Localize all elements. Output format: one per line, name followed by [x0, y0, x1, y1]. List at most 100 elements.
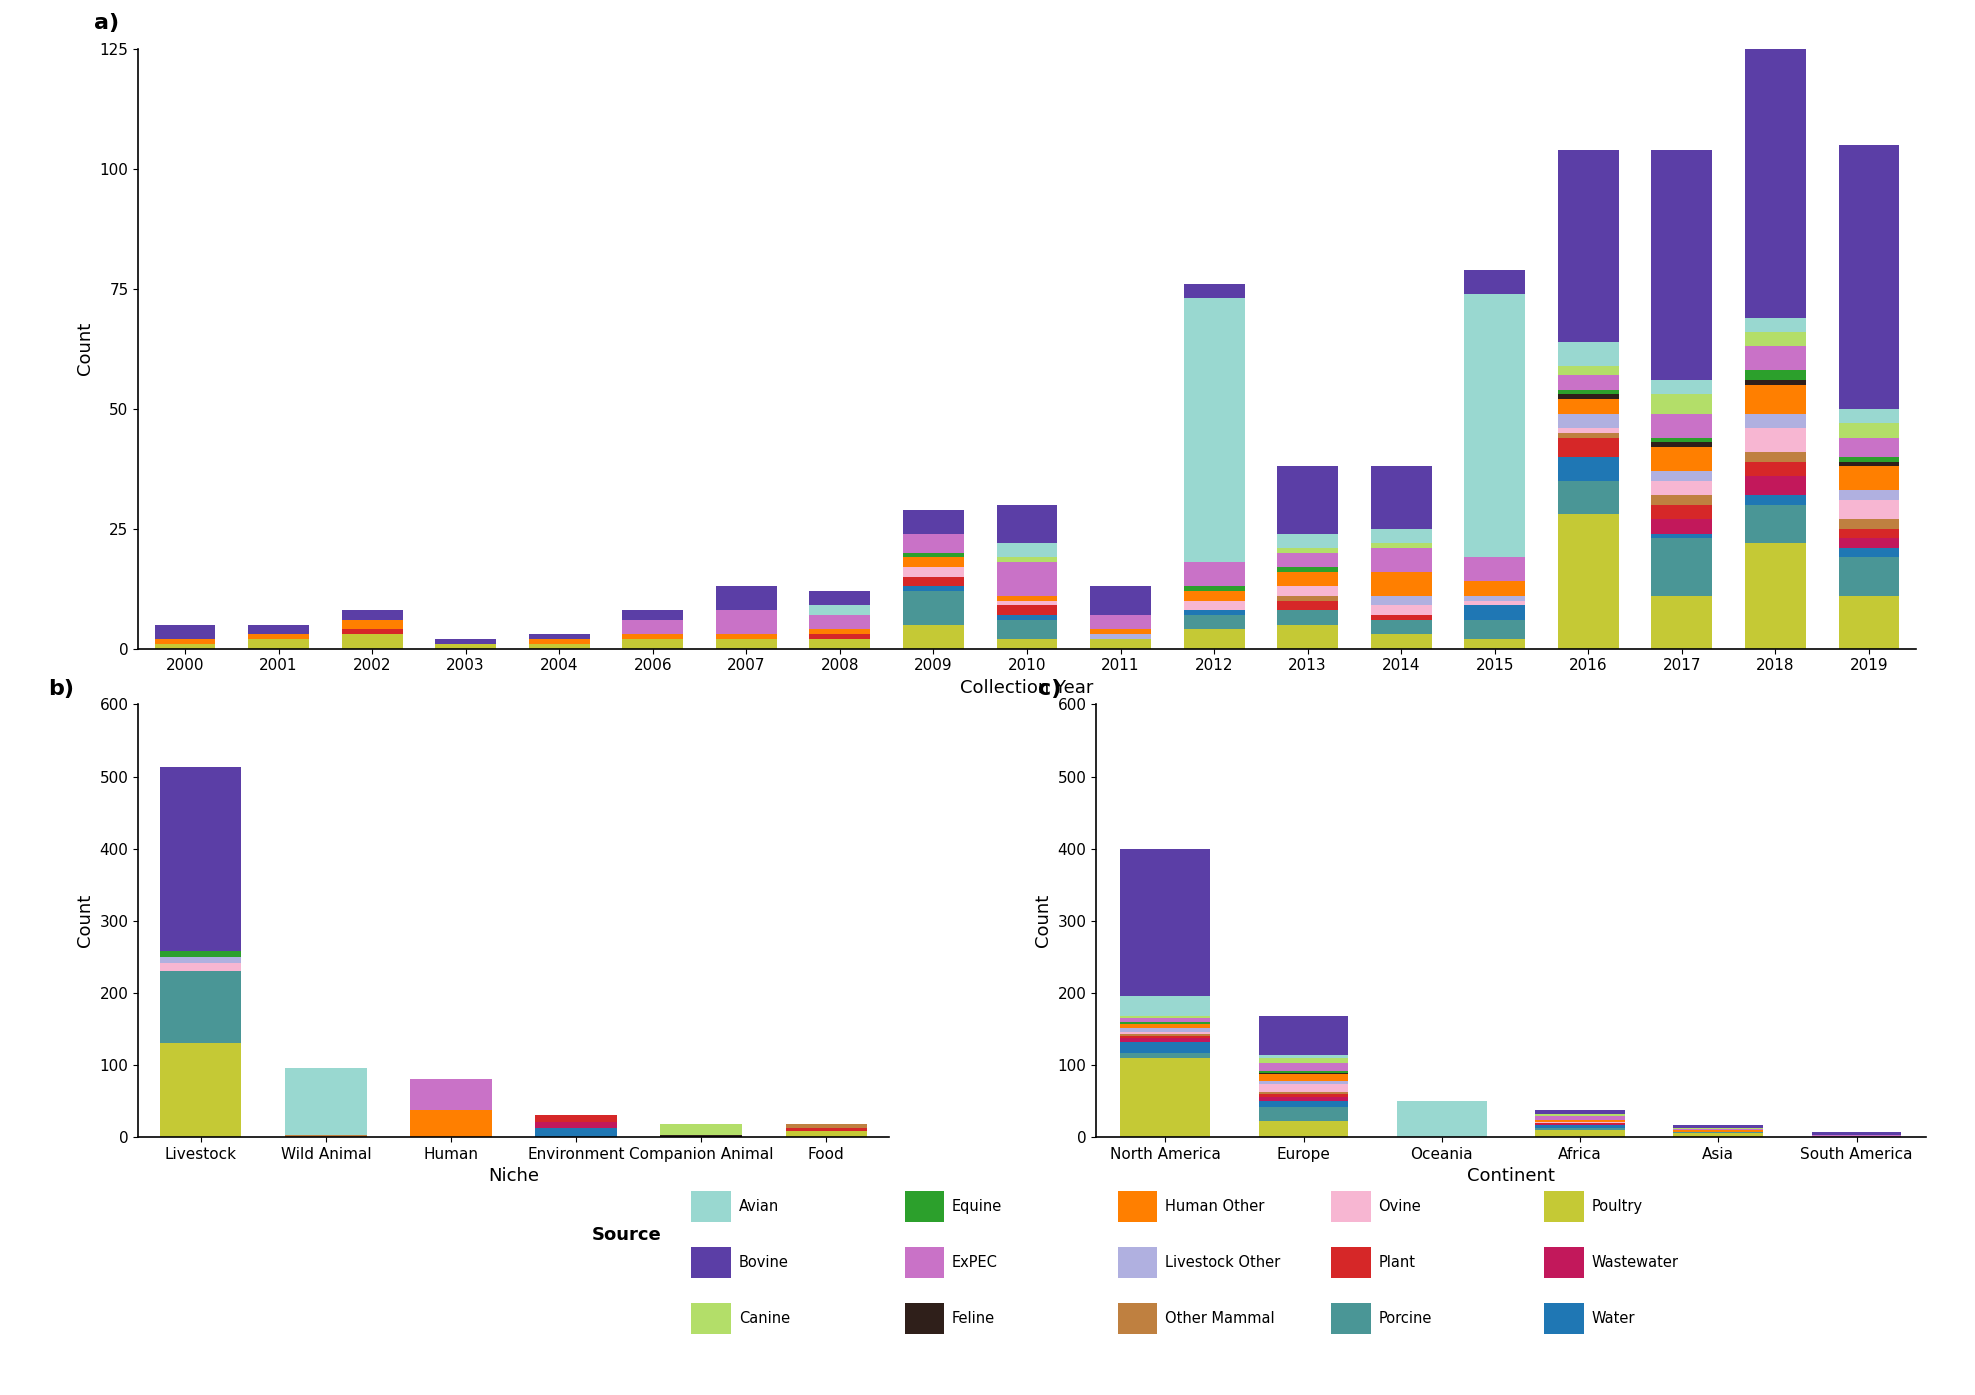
Bar: [1558, 413, 1620, 428]
Bar: [997, 619, 1057, 639]
Bar: [342, 619, 403, 629]
Bar: [1258, 1092, 1349, 1094]
Bar: [1278, 552, 1339, 568]
Bar: [660, 1134, 743, 1137]
Bar: [1839, 596, 1900, 649]
Bar: [434, 644, 496, 649]
Bar: [1811, 1131, 1902, 1136]
Bar: [1463, 605, 1525, 619]
Bar: [1371, 543, 1432, 548]
Text: Plant: Plant: [1379, 1256, 1416, 1269]
Bar: [535, 1122, 616, 1129]
Bar: [1371, 529, 1432, 543]
Bar: [1278, 572, 1339, 586]
Bar: [1258, 1056, 1349, 1057]
Bar: [1746, 413, 1805, 428]
Bar: [1558, 389, 1620, 395]
Bar: [1463, 639, 1525, 649]
Text: Canine: Canine: [739, 1311, 790, 1325]
Bar: [1120, 1016, 1211, 1018]
Text: ExPEC: ExPEC: [952, 1256, 997, 1269]
Bar: [903, 576, 964, 586]
Bar: [1651, 149, 1712, 379]
Y-axis label: Count: Count: [77, 322, 95, 375]
Bar: [1746, 495, 1805, 505]
Bar: [1839, 466, 1900, 490]
Text: Livestock Other: Livestock Other: [1165, 1256, 1280, 1269]
Bar: [997, 615, 1057, 619]
Bar: [786, 1131, 867, 1137]
Bar: [1651, 413, 1712, 438]
Bar: [1258, 1063, 1349, 1070]
Bar: [997, 558, 1057, 562]
Bar: [249, 625, 308, 635]
Bar: [1258, 1084, 1349, 1092]
Bar: [622, 610, 683, 619]
Bar: [1651, 448, 1712, 472]
Bar: [1183, 615, 1244, 629]
Bar: [1371, 596, 1432, 605]
Bar: [997, 562, 1057, 596]
Bar: [1258, 1074, 1349, 1081]
Bar: [1651, 481, 1712, 495]
Bar: [342, 610, 403, 619]
Bar: [1558, 365, 1620, 375]
Bar: [1839, 456, 1900, 462]
Bar: [1120, 1038, 1211, 1042]
Bar: [997, 596, 1057, 601]
Text: c): c): [1039, 678, 1061, 699]
Bar: [1839, 462, 1900, 466]
Bar: [622, 639, 683, 649]
Bar: [1558, 438, 1620, 456]
Bar: [1746, 318, 1805, 332]
Bar: [1651, 538, 1712, 596]
Bar: [1258, 1057, 1349, 1063]
Bar: [1278, 548, 1339, 552]
Bar: [997, 639, 1057, 649]
Bar: [1535, 1130, 1625, 1137]
Bar: [1535, 1127, 1625, 1130]
Bar: [717, 635, 776, 639]
Bar: [1258, 1106, 1349, 1122]
X-axis label: Continent: Continent: [1467, 1168, 1554, 1186]
Bar: [1558, 399, 1620, 413]
Bar: [1651, 395, 1712, 413]
Bar: [1651, 379, 1712, 395]
Bar: [1258, 1073, 1349, 1074]
Bar: [160, 1043, 241, 1137]
Bar: [1258, 1098, 1349, 1101]
Bar: [1535, 1109, 1625, 1113]
Bar: [903, 591, 964, 625]
X-axis label: Collection Year: Collection Year: [960, 679, 1094, 698]
Bar: [903, 568, 964, 576]
Bar: [1278, 586, 1339, 596]
Bar: [1839, 145, 1900, 409]
Bar: [160, 971, 241, 1043]
Bar: [903, 625, 964, 649]
Bar: [903, 509, 964, 533]
Bar: [1651, 495, 1712, 505]
Bar: [1746, 346, 1805, 370]
Bar: [1463, 596, 1525, 601]
Bar: [1673, 1130, 1764, 1131]
Bar: [154, 639, 215, 644]
Bar: [1839, 499, 1900, 519]
Bar: [1183, 285, 1244, 299]
Bar: [1558, 481, 1620, 515]
Bar: [810, 591, 871, 605]
Bar: [1258, 1070, 1349, 1073]
Bar: [1278, 596, 1339, 601]
Bar: [1258, 1016, 1349, 1056]
Text: Wastewater: Wastewater: [1592, 1256, 1679, 1269]
Bar: [1558, 428, 1620, 432]
Bar: [1090, 615, 1151, 629]
Bar: [1673, 1131, 1764, 1133]
Bar: [342, 629, 403, 635]
Bar: [154, 644, 215, 649]
Bar: [1746, 452, 1805, 462]
Bar: [903, 552, 964, 558]
Bar: [1651, 519, 1712, 533]
Bar: [1463, 293, 1525, 558]
Bar: [1651, 596, 1712, 649]
Bar: [1120, 1036, 1211, 1038]
